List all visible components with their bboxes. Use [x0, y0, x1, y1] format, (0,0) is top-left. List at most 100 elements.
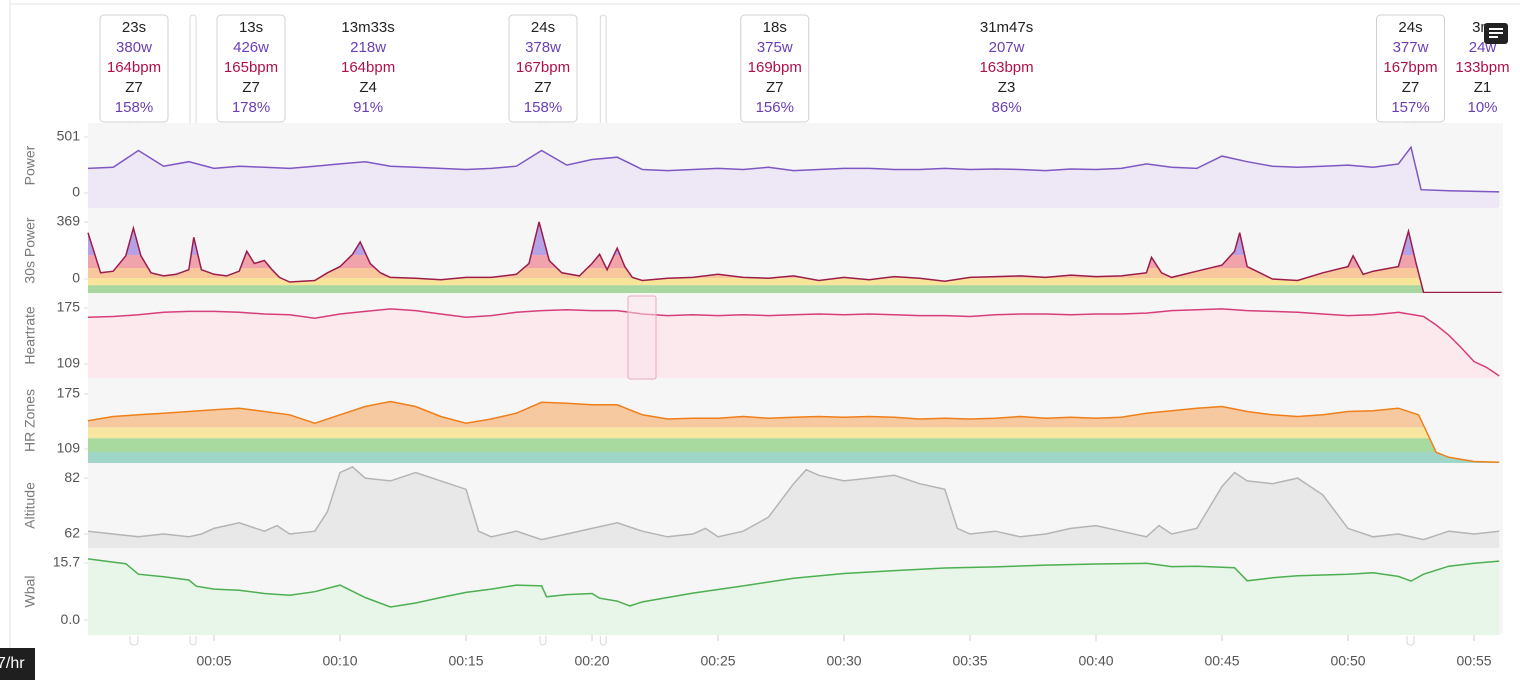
interval-zone: Z7 — [125, 79, 143, 96]
interval-labels: 23s 380w 164bpm Z7 158% 13s 426w 165bpm Z7 178% 13… — [99, 14, 1510, 123]
interval-zone: Z7 — [1402, 79, 1420, 96]
interval-duration: 13s — [239, 19, 263, 36]
area-fill — [88, 466, 1500, 548]
interval-duration: 23s — [122, 19, 146, 36]
interval-percent: 156% — [756, 99, 794, 116]
interval-duration: 24s — [1398, 19, 1422, 36]
hover-selection — [627, 295, 657, 380]
panel: Heartrate 109 175 — [22, 293, 1503, 379]
panel: 30s Power 0 369 — [22, 208, 1503, 294]
zone-band — [88, 452, 1500, 463]
interval-percent: 178% — [232, 99, 270, 116]
interval-percent: 86% — [992, 99, 1022, 116]
line — [87, 400, 1500, 464]
zone-band — [88, 278, 1502, 286]
y-tick-label: 175 — [57, 299, 81, 315]
interval-zone: Z1 — [1474, 79, 1492, 96]
interval-zone: Z7 — [242, 79, 260, 96]
interval-percent: 91% — [353, 99, 383, 116]
panel: Power 0 501 — [22, 123, 1503, 209]
interval-box — [99, 14, 169, 123]
x-tick-label: 00:45 — [1204, 653, 1239, 669]
interval-power: 207w — [989, 39, 1025, 56]
area-fill — [88, 558, 1500, 635]
interval-hr: 133bpm — [1455, 59, 1509, 76]
x-tick-label: 00:40 — [1078, 653, 1113, 669]
y-tick-label: 501 — [57, 128, 81, 144]
y-axis-label: Heartrate — [22, 306, 38, 365]
panel: Wbal 0.0 15.7 — [22, 548, 1503, 636]
y-tick-label: 369 — [57, 213, 81, 229]
y-tick-label: 0.0 — [61, 611, 81, 627]
x-tick-label: 00:50 — [1330, 653, 1365, 669]
line — [87, 558, 1500, 608]
badge-bg — [0, 648, 35, 680]
y-axis-label: Altitude — [22, 482, 38, 529]
badge-text: 7/hr — [0, 655, 25, 672]
x-tick-label: 00:35 — [952, 653, 987, 669]
interval-power: 377w — [1393, 39, 1429, 56]
interval-zone: Z4 — [359, 79, 377, 96]
interval-percent: 158% — [115, 99, 153, 116]
line — [87, 145, 1500, 193]
interval-power: 378w — [525, 39, 561, 56]
y-axis-label: HR Zones — [22, 389, 38, 452]
panel: Altitude 62 82 — [22, 463, 1503, 549]
interval-box — [508, 14, 578, 123]
interval-duration: 24s — [531, 19, 555, 36]
interval-power: 218w — [350, 39, 386, 56]
x-tick-label: 00:15 — [448, 653, 483, 669]
y-tick-label: 62 — [64, 525, 80, 541]
zone-band — [88, 285, 1502, 293]
interval-hr: 169bpm — [748, 59, 802, 76]
line — [87, 308, 1500, 377]
interval-power: 380w — [116, 39, 152, 56]
interval-box — [216, 14, 286, 123]
y-tick-label: 15.7 — [53, 554, 80, 570]
panel: HR Zones 109 175 — [22, 378, 1503, 464]
interval-duration: 31m47s — [980, 19, 1033, 36]
interval-power: 426w — [233, 39, 269, 56]
menu-icon-lines — [1489, 28, 1503, 38]
interval-duration: 13m33s — [341, 19, 394, 36]
menu-icon[interactable] — [1484, 23, 1508, 44]
interval-power: 375w — [757, 39, 793, 56]
interval-zone: Z7 — [766, 79, 784, 96]
x-tick-label: 00:10 — [322, 653, 357, 669]
interval-hr: 164bpm — [341, 59, 395, 76]
interval-box — [1376, 14, 1446, 123]
x-tick-label: 00:20 — [574, 653, 609, 669]
x-axis: 00:05 00:10 00:15 00:20 00:25 00:30 00:35 00:40… — [196, 635, 1492, 669]
interval-percent: 158% — [524, 99, 562, 116]
x-tick-label: 00:55 — [1456, 653, 1491, 669]
area-fill — [88, 147, 1500, 208]
line — [87, 466, 1500, 541]
interval-zone: Z7 — [534, 79, 552, 96]
x-tick-label: 00:25 — [700, 653, 735, 669]
y-tick-label: 82 — [64, 469, 80, 485]
line — [87, 221, 1502, 294]
area-fill — [88, 308, 1500, 378]
y-tick-label: 0 — [72, 270, 80, 286]
interval-hr: 167bpm — [1383, 59, 1437, 76]
interval-hr: 167bpm — [516, 59, 570, 76]
interval-hr: 163bpm — [979, 59, 1033, 76]
x-tick-label: 00:30 — [826, 653, 861, 669]
y-axis-label: Wbal — [22, 576, 38, 608]
x-tick-label: 00:05 — [196, 653, 231, 669]
interval-box — [740, 14, 810, 123]
interval-percent: 10% — [1467, 99, 1497, 116]
y-axis-label: 30s Power — [22, 217, 38, 283]
zone-band — [88, 438, 1500, 452]
zone-band — [88, 427, 1500, 439]
y-tick-label: 175 — [57, 385, 81, 401]
y-axis-label: Power — [22, 145, 38, 185]
y-tick-label: 0 — [72, 184, 80, 200]
interval-hr: 165bpm — [224, 59, 278, 76]
interval-percent: 157% — [1391, 99, 1429, 116]
y-tick-label: 109 — [57, 440, 81, 456]
interval-zone: Z3 — [998, 79, 1016, 96]
y-tick-label: 109 — [57, 355, 81, 371]
